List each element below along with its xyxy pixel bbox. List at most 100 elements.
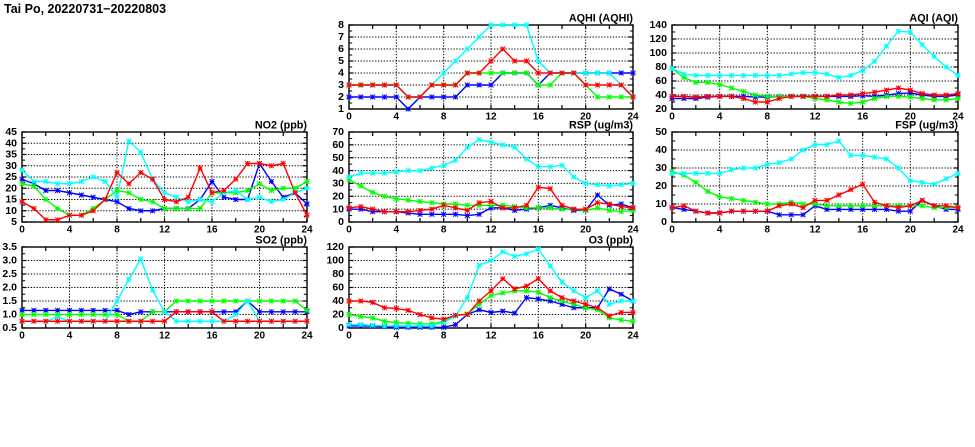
svg-text:20: 20 [580, 330, 592, 341]
svg-text:10: 10 [332, 203, 344, 215]
svg-text:30: 30 [5, 160, 17, 172]
svg-text:RSP (ug/m3): RSP (ug/m3) [569, 120, 633, 132]
svg-text:AQHI (AQHI): AQHI (AQHI) [569, 13, 634, 25]
svg-text:20: 20 [905, 224, 917, 235]
svg-text:AQI (AQI): AQI (AQI) [909, 13, 958, 25]
svg-text:60: 60 [655, 75, 667, 87]
svg-text:16: 16 [533, 224, 545, 235]
svg-text:12: 12 [485, 111, 497, 122]
svg-text:0: 0 [669, 224, 675, 235]
svg-text:24: 24 [627, 330, 639, 341]
svg-text:100: 100 [326, 255, 344, 267]
svg-text:8: 8 [338, 19, 344, 31]
svg-text:50: 50 [332, 152, 344, 164]
svg-text:12: 12 [159, 330, 171, 341]
svg-text:FSP (ug/m3): FSP (ug/m3) [895, 120, 958, 132]
svg-text:0: 0 [346, 224, 352, 235]
svg-text:10: 10 [5, 205, 17, 217]
svg-text:30: 30 [655, 162, 667, 174]
svg-text:16: 16 [533, 111, 545, 122]
svg-text:8: 8 [441, 224, 447, 235]
svg-text:8: 8 [441, 330, 447, 341]
svg-text:60: 60 [332, 282, 344, 294]
svg-text:60: 60 [332, 139, 344, 151]
svg-text:100: 100 [649, 47, 667, 59]
svg-text:4: 4 [394, 111, 400, 122]
svg-text:16: 16 [857, 111, 869, 122]
svg-text:8: 8 [114, 330, 120, 341]
svg-text:0: 0 [338, 322, 344, 334]
svg-text:80: 80 [332, 268, 344, 280]
svg-text:12: 12 [485, 330, 497, 341]
svg-text:4: 4 [338, 67, 344, 79]
svg-text:40: 40 [655, 144, 667, 156]
svg-text:25: 25 [5, 171, 17, 183]
svg-text:70: 70 [332, 126, 344, 138]
svg-text:0: 0 [338, 216, 344, 228]
svg-text:4: 4 [717, 111, 723, 122]
svg-text:35: 35 [5, 149, 17, 161]
svg-text:8: 8 [765, 111, 771, 122]
svg-text:2.0: 2.0 [2, 282, 17, 294]
svg-text:NO2 (ppb): NO2 (ppb) [255, 120, 308, 132]
svg-text:Tai Po, 20220731−20220803: Tai Po, 20220731−20220803 [4, 2, 166, 16]
svg-text:0: 0 [19, 330, 25, 341]
svg-text:40: 40 [5, 137, 17, 149]
svg-text:16: 16 [206, 330, 218, 341]
svg-text:120: 120 [326, 241, 344, 253]
svg-text:8: 8 [765, 224, 771, 235]
svg-text:1: 1 [338, 103, 344, 115]
svg-text:50: 50 [655, 126, 667, 138]
svg-text:12: 12 [159, 224, 171, 235]
svg-text:12: 12 [485, 224, 497, 235]
svg-text:7: 7 [338, 31, 344, 43]
svg-text:3.0: 3.0 [2, 255, 17, 267]
svg-text:0: 0 [661, 216, 667, 228]
svg-text:40: 40 [332, 295, 344, 307]
svg-text:16: 16 [857, 224, 869, 235]
svg-text:15: 15 [5, 194, 17, 206]
svg-text:16: 16 [533, 330, 545, 341]
svg-text:0: 0 [19, 224, 25, 235]
svg-text:20: 20 [332, 190, 344, 202]
svg-text:0: 0 [346, 330, 352, 341]
svg-text:120: 120 [649, 33, 667, 45]
svg-text:0.5: 0.5 [2, 322, 17, 334]
svg-text:0: 0 [346, 111, 352, 122]
svg-text:12: 12 [809, 111, 821, 122]
svg-text:140: 140 [649, 19, 667, 31]
svg-text:2: 2 [338, 91, 344, 103]
svg-text:12: 12 [809, 224, 821, 235]
svg-text:1.0: 1.0 [2, 309, 17, 321]
svg-text:40: 40 [332, 165, 344, 177]
svg-text:3: 3 [338, 79, 344, 91]
svg-text:6: 6 [338, 43, 344, 55]
svg-text:5: 5 [338, 55, 344, 67]
svg-text:40: 40 [655, 89, 667, 101]
svg-text:1.5: 1.5 [2, 295, 17, 307]
svg-text:3.5: 3.5 [2, 241, 17, 253]
svg-text:SO2 (ppb): SO2 (ppb) [255, 235, 307, 247]
svg-text:45: 45 [5, 126, 17, 138]
svg-text:4: 4 [717, 224, 723, 235]
svg-text:8: 8 [114, 224, 120, 235]
svg-text:5: 5 [11, 216, 17, 228]
svg-text:8: 8 [441, 111, 447, 122]
svg-text:20: 20 [655, 103, 667, 115]
svg-text:2.5: 2.5 [2, 268, 17, 280]
svg-text:30: 30 [332, 178, 344, 190]
svg-text:20: 20 [254, 330, 266, 341]
svg-text:O3 (ppb): O3 (ppb) [589, 235, 634, 247]
svg-text:4: 4 [67, 224, 73, 235]
svg-text:0: 0 [669, 111, 675, 122]
svg-text:80: 80 [655, 61, 667, 73]
svg-text:24: 24 [952, 224, 964, 235]
svg-text:20: 20 [5, 182, 17, 194]
svg-text:4: 4 [394, 330, 400, 341]
svg-text:20: 20 [332, 309, 344, 321]
svg-text:24: 24 [301, 330, 313, 341]
svg-text:20: 20 [655, 180, 667, 192]
svg-text:4: 4 [394, 224, 400, 235]
svg-text:4: 4 [67, 330, 73, 341]
svg-text:16: 16 [206, 224, 218, 235]
